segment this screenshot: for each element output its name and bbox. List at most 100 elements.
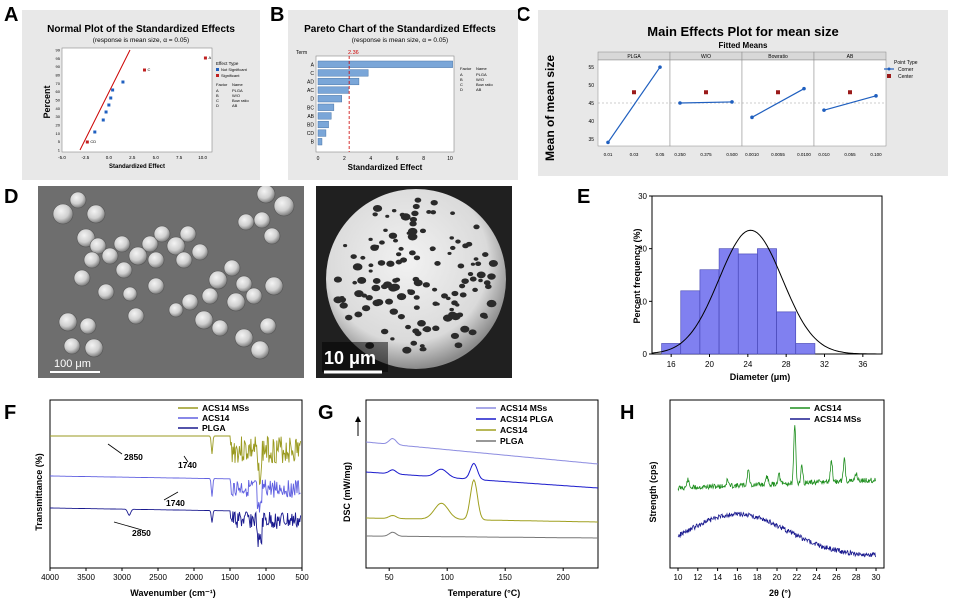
xrd-acs14-mss [678, 512, 876, 557]
pore [378, 260, 386, 266]
legend-corner: Corner [898, 67, 914, 73]
a-point [86, 141, 89, 144]
pareto-bar [318, 104, 334, 111]
g-xtick: 200 [557, 573, 571, 582]
c-xtick: 0.0010 [745, 152, 759, 157]
pore [487, 300, 497, 307]
pore [405, 325, 411, 329]
microsphere [87, 205, 105, 223]
hist-bar [719, 249, 738, 354]
panel-b-pareto: Pareto Chart of the Standardized Effects… [288, 10, 518, 180]
a-xtick: 0.0 [106, 155, 113, 160]
a-point [102, 119, 105, 122]
pore [483, 315, 488, 319]
pore [351, 254, 357, 259]
a-xtick: 5.0 [153, 155, 160, 160]
pore [379, 240, 385, 244]
pore [372, 300, 381, 307]
pore [381, 284, 388, 289]
microsphere [80, 318, 96, 334]
microsphere [169, 303, 183, 317]
pore [340, 302, 348, 308]
pareto-category: AD [307, 80, 314, 86]
panel-d-sem-overview: 100 μm [38, 186, 304, 378]
panel-c-title: Main Effects Plot for mean size [647, 24, 838, 39]
f-xtick: 3000 [113, 573, 131, 582]
hist-bar [700, 270, 719, 354]
pore [461, 278, 469, 284]
pore [489, 260, 498, 267]
pore [430, 246, 436, 251]
legend-center: Center [898, 74, 913, 80]
b-factor-h1: Factor [460, 66, 472, 71]
pore [340, 296, 345, 299]
pore [373, 278, 381, 284]
g-xtick: 150 [499, 573, 513, 582]
pore [390, 308, 398, 314]
microsphere [182, 294, 198, 310]
e-xtick: 20 [705, 360, 714, 369]
h-legend-label: ACS14 [814, 403, 842, 413]
pore [432, 326, 439, 331]
e-ytick: 30 [638, 192, 647, 201]
a-point [143, 69, 146, 72]
pareto-bar [318, 130, 326, 137]
pore [432, 288, 437, 292]
pore [368, 263, 373, 267]
c-ytick: 55 [588, 65, 594, 71]
pore [393, 239, 398, 243]
pore [389, 233, 397, 239]
panel-a-legend-title: Effect Type [216, 61, 239, 66]
pareto-category: BC [307, 105, 314, 111]
pareto-bar [318, 61, 453, 68]
pore [366, 295, 373, 300]
c-ytick: 45 [588, 101, 594, 107]
c-xtick: 0.01 [604, 152, 613, 157]
hist-bar [757, 249, 776, 354]
pore [422, 328, 426, 331]
pore [426, 210, 431, 214]
pore [455, 303, 459, 306]
pore [414, 255, 420, 260]
pore [414, 305, 420, 309]
microsphere [148, 252, 164, 268]
pore [385, 299, 393, 305]
pore [396, 252, 401, 256]
panel-a-normal-plot: Normal Plot of the Standardized Effects … [22, 10, 260, 180]
c-corner-point [658, 65, 662, 69]
pore [385, 215, 389, 218]
c-center-point [704, 90, 708, 94]
a-xtick: -2.5 [82, 155, 90, 160]
a-point [121, 81, 124, 84]
pareto-bar [318, 70, 368, 77]
c-corner-point [606, 141, 610, 145]
microsphere [176, 252, 192, 268]
a-ytick: 20 [56, 123, 61, 128]
pore [482, 252, 488, 257]
pore [413, 204, 420, 209]
pore [417, 320, 426, 327]
panel-label-g: G [318, 402, 334, 425]
pore [472, 288, 478, 292]
h-xtick: 12 [693, 573, 702, 582]
pore [398, 247, 403, 251]
panel-b-term-label: Term [296, 50, 307, 56]
pore [412, 328, 419, 333]
pore [449, 308, 454, 311]
microsphere [59, 313, 77, 331]
panel-f-ftir: Transmittance (%) Wavenumber (cm⁻¹) 4000… [28, 396, 318, 601]
f-legend-label: ACS14 MSs [202, 403, 250, 413]
c-corner-point [678, 101, 682, 105]
pore [392, 209, 397, 212]
panel-d-sem-closeup: 10 μm [316, 186, 512, 378]
pore [358, 277, 365, 282]
a-factor-h2: Name [232, 82, 243, 87]
c-corner-point [822, 108, 826, 112]
c-xtick: 0.375 [700, 152, 712, 157]
pareto-bar [318, 138, 322, 145]
a-factor-name: AB [232, 103, 238, 108]
a-ytick: 80 [56, 73, 61, 78]
pore [409, 250, 416, 255]
panel-g-ylabel: DSC (mW/mg) [342, 462, 352, 522]
panel-c-legend-title: Point Type [894, 60, 918, 66]
